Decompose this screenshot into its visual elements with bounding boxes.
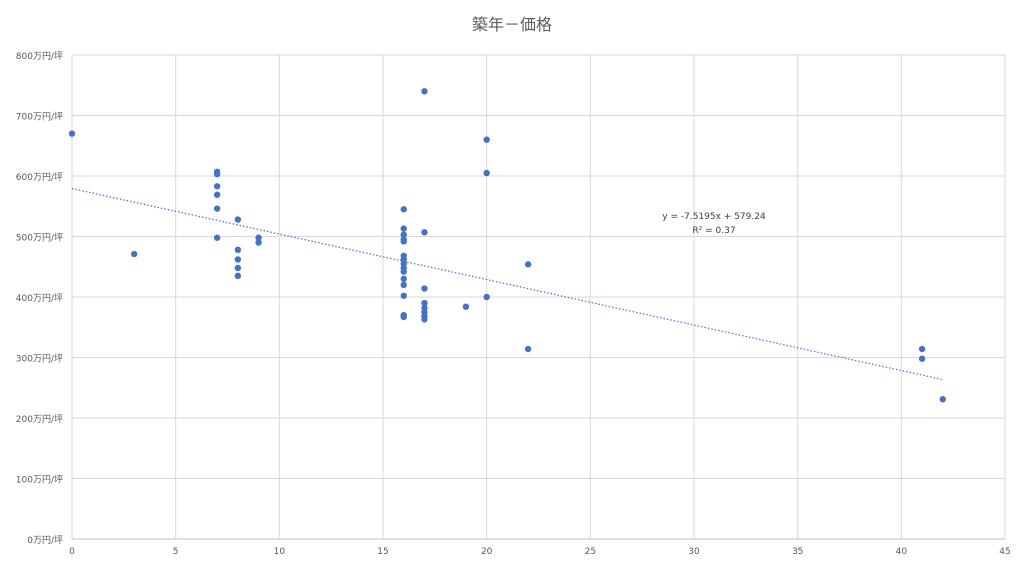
data-point bbox=[483, 169, 490, 177]
data-point bbox=[400, 206, 407, 213]
data-point bbox=[234, 264, 242, 272]
data-point bbox=[234, 246, 242, 254]
y-tick-label: 500万円/坪 bbox=[16, 233, 63, 244]
data-point bbox=[939, 396, 946, 403]
trendline bbox=[71, 187, 943, 381]
data-point bbox=[234, 256, 242, 263]
x-tick-label: 40 bbox=[896, 547, 908, 557]
x-tick-label: 35 bbox=[792, 547, 803, 557]
data-point bbox=[213, 183, 221, 190]
x-tick-label: 45 bbox=[999, 547, 1010, 557]
x-tick-label: 10 bbox=[274, 547, 286, 557]
y-tick-label: 0万円/坪 bbox=[27, 535, 63, 546]
data-point bbox=[400, 225, 407, 232]
y-tick-label: 600万円/坪 bbox=[16, 172, 63, 183]
trendline-group bbox=[71, 187, 943, 381]
data-point bbox=[483, 136, 490, 143]
y-tick-label: 200万円/坪 bbox=[16, 414, 63, 425]
x-tick-label: 0 bbox=[69, 547, 75, 557]
y-tick-label: 800万円/坪 bbox=[16, 51, 63, 62]
data-point bbox=[234, 272, 242, 280]
x-tick-label: 20 bbox=[481, 547, 493, 557]
x-tick-label: 5 bbox=[173, 547, 179, 557]
data-point bbox=[918, 345, 926, 353]
data-point bbox=[400, 292, 407, 299]
data-point bbox=[400, 268, 407, 275]
data-point bbox=[918, 355, 926, 362]
y-tick-label: 700万円/坪 bbox=[16, 112, 63, 123]
y-tick-label: 100万円/坪 bbox=[16, 475, 63, 486]
data-point bbox=[213, 234, 221, 241]
data-point bbox=[400, 281, 407, 289]
data-point bbox=[213, 191, 221, 198]
trendline-equation: y = -7.5195x + 579.24 bbox=[662, 212, 766, 222]
y-tick-label: 300万円/坪 bbox=[16, 354, 63, 365]
data-point bbox=[483, 293, 490, 301]
data-point bbox=[524, 345, 532, 353]
x-tick-label: 15 bbox=[377, 547, 388, 557]
data-point bbox=[400, 275, 407, 283]
data-point bbox=[421, 229, 428, 236]
data-point bbox=[255, 234, 262, 241]
gridlines bbox=[71, 54, 1006, 540]
data-point bbox=[400, 238, 407, 245]
data-point bbox=[131, 250, 138, 258]
chart-title: 築年－価格 bbox=[472, 15, 552, 34]
x-tick-label: 30 bbox=[688, 547, 700, 557]
data-point bbox=[400, 313, 407, 321]
data-point bbox=[421, 285, 428, 292]
data-point bbox=[462, 303, 470, 310]
data-points bbox=[68, 88, 946, 403]
x-tick-label: 25 bbox=[585, 547, 596, 557]
data-point bbox=[421, 299, 428, 307]
data-point bbox=[421, 88, 428, 95]
data-point bbox=[421, 316, 428, 323]
data-point bbox=[213, 205, 221, 212]
data-point bbox=[524, 261, 532, 268]
axes: 0 5 10 15 20 25 30 35 40 45 0万円/坪 100万円/坪 200万円/坪 300… bbox=[16, 51, 1011, 557]
data-point bbox=[68, 130, 76, 137]
trendline-r2: R² = 0.37 bbox=[692, 226, 735, 236]
data-point bbox=[213, 170, 221, 178]
data-point bbox=[234, 216, 242, 223]
y-tick-label: 400万円/坪 bbox=[16, 293, 63, 304]
data-point bbox=[400, 231, 407, 238]
data-point bbox=[255, 239, 262, 246]
